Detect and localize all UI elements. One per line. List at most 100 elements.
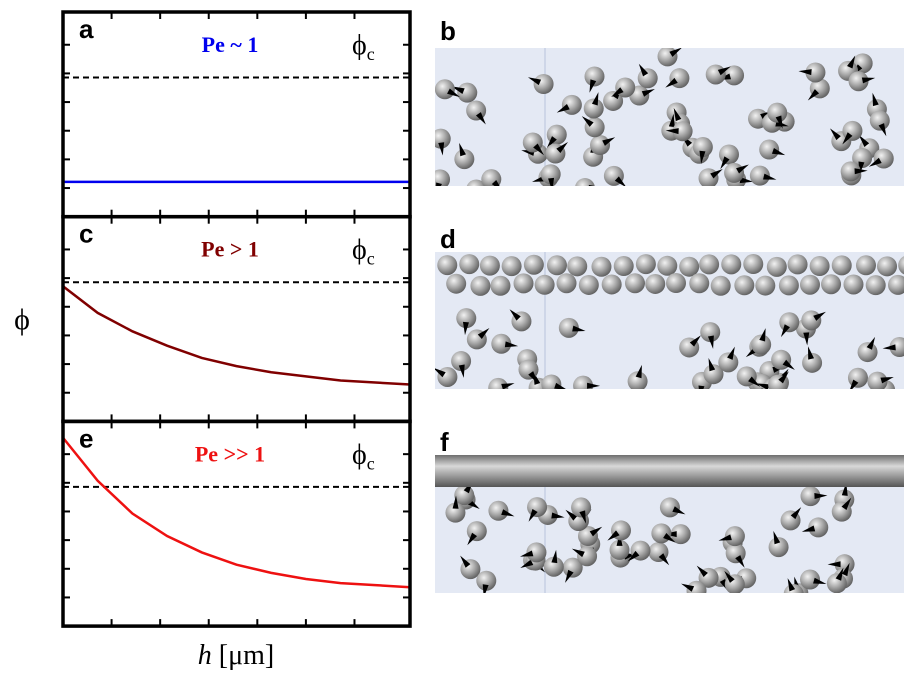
particle-arrow (807, 89, 820, 101)
particle (703, 364, 724, 385)
particle (778, 275, 799, 296)
particle-arrow (607, 530, 620, 541)
particle-arrow (551, 512, 565, 519)
particle-arrow (527, 77, 542, 86)
wall (435, 455, 904, 487)
particle-arrow (438, 142, 445, 156)
particle-arrow (698, 385, 705, 389)
particle-arrow (556, 104, 570, 113)
particle-arrow (782, 359, 795, 370)
particle-arrow (520, 559, 534, 569)
particle-arrow (878, 123, 887, 137)
particle-arrow (735, 555, 745, 568)
particle-arrow (763, 173, 777, 180)
particle (679, 256, 700, 277)
particle-arrow (504, 341, 519, 348)
particle-arrow (447, 88, 460, 98)
particle (768, 537, 789, 558)
particle-arrow (627, 550, 640, 562)
particle (852, 147, 873, 168)
particle-arrow (759, 328, 766, 342)
particle (501, 256, 522, 277)
particle (802, 352, 823, 373)
particle-arrow (520, 550, 534, 557)
particle (755, 275, 776, 296)
particle-arrow (798, 69, 812, 76)
particle-arrow (739, 177, 754, 184)
particle (889, 337, 904, 358)
particle (831, 501, 852, 522)
y-axis-label: ϕ (14, 303, 30, 336)
particle (609, 539, 630, 560)
particle (488, 500, 509, 521)
particle (721, 254, 742, 275)
particle (666, 273, 687, 294)
particle-arrow (827, 561, 841, 568)
particle (457, 82, 478, 103)
particle (670, 524, 691, 545)
particle (624, 273, 645, 294)
particle (466, 179, 486, 186)
particle-arrow (467, 532, 478, 546)
particle (699, 254, 720, 275)
particle (481, 169, 502, 186)
particle (591, 256, 612, 277)
particle (669, 68, 690, 89)
particle (718, 352, 739, 373)
particle (523, 254, 544, 275)
particle (651, 523, 672, 544)
particle (615, 77, 636, 98)
particle-arrow (501, 383, 515, 389)
particle-arrow (681, 583, 695, 592)
particle (672, 121, 693, 142)
panel-title: Pe >> 1 (195, 441, 265, 466)
x-axis-label: h [μm] (198, 640, 274, 671)
panel-title: Pe > 1 (201, 237, 259, 262)
particle-arrow (588, 184, 595, 186)
particle-arrow (841, 487, 848, 496)
particle (451, 351, 472, 372)
particle-arrow (581, 116, 594, 127)
particle-arrow (841, 497, 852, 511)
particle-arrow (668, 113, 675, 128)
particle-arrow (665, 77, 678, 88)
particle-arrow (556, 142, 568, 154)
particle-arrow (803, 332, 810, 346)
particle (843, 274, 864, 295)
particles (445, 487, 855, 593)
particle-arrow (724, 570, 735, 583)
particle (459, 254, 480, 275)
particle (751, 334, 772, 355)
particle (613, 256, 634, 277)
particle-arrow (790, 507, 802, 520)
particle-arrow (436, 182, 442, 186)
particle-arrow (501, 509, 515, 517)
particle (578, 274, 599, 295)
particle (567, 256, 588, 277)
particle (526, 542, 547, 563)
particle-arrow (474, 193, 480, 206)
x-axis-unit: [μm] (219, 640, 274, 671)
particle-arrow (673, 107, 682, 122)
threshold-subscript: c (367, 44, 375, 64)
particle-arrow (463, 487, 471, 494)
particle (800, 487, 821, 507)
particle-arrow (727, 346, 735, 360)
particle (867, 371, 888, 389)
panel-frame (61, 419, 412, 628)
x-axis-variable: h (198, 640, 212, 671)
particle-arrow (801, 525, 816, 532)
particle-arrow (813, 577, 827, 585)
particle-arrow (830, 128, 841, 141)
particle (767, 102, 788, 123)
particle-arrow (528, 509, 538, 522)
particle (724, 162, 745, 183)
threshold-label: ϕc (352, 439, 375, 473)
particle (834, 554, 855, 575)
particle-arrow (858, 134, 870, 147)
particle (809, 256, 830, 277)
particle-arrow (546, 136, 557, 149)
data-line (62, 285, 411, 386)
particle (686, 580, 707, 593)
